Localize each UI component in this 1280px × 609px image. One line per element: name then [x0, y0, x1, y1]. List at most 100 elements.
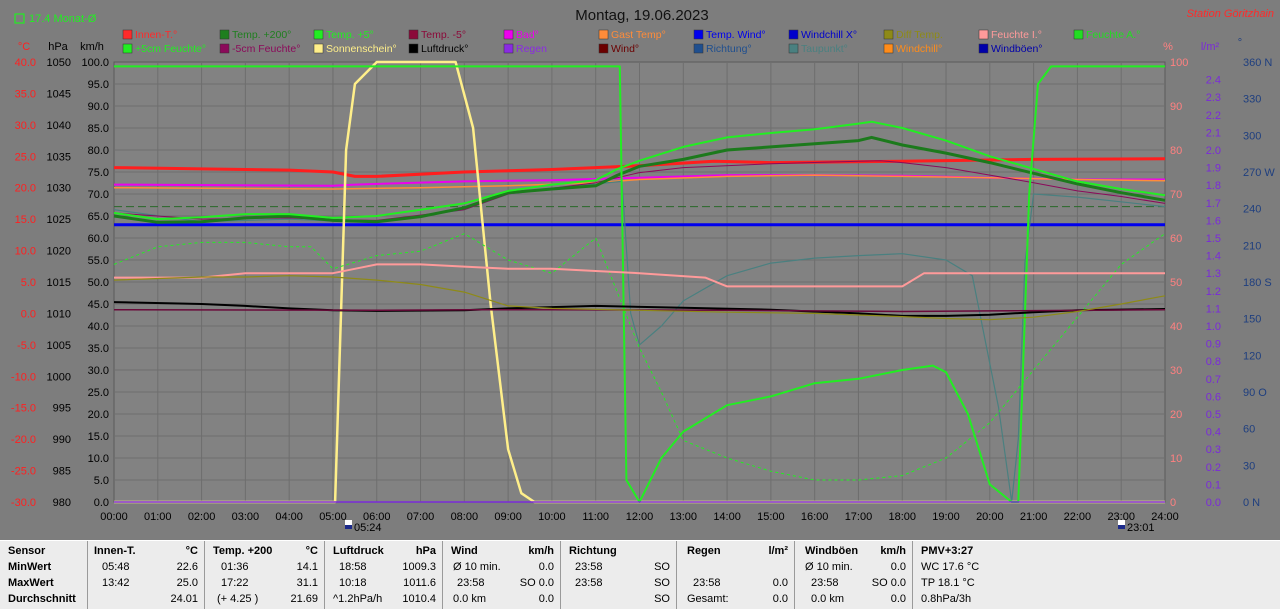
radiation-axis-tick: 0.1 [1206, 479, 1221, 491]
temp-axis-tick: -15.0 [11, 403, 36, 415]
radiation-axis-tick: 1.7 [1206, 198, 1221, 210]
wind-axis-tick: 45.0 [88, 299, 109, 311]
stats-boeen-column: Windböen km/h Ø 10 min. 0.0 23:58 SO 0.0 0.… [795, 541, 913, 609]
radiation-axis-tick: 2.3 [1206, 92, 1221, 104]
stats-temp-time: 01:36 [221, 561, 249, 573]
temp-axis-tick: 20.0 [15, 183, 36, 195]
direction-axis-tick: 360 N [1243, 57, 1272, 69]
radiation-axis-label: l/m² [1201, 41, 1220, 53]
legend-swatch [408, 29, 419, 40]
stats-wind-header: Wind [451, 545, 478, 557]
x-axis-tick: 10:00 [538, 511, 566, 523]
x-axis-tick: 01:00 [144, 511, 172, 523]
legend-entry: Innen-T.° [135, 29, 177, 41]
x-axis-tick: 11:00 [582, 511, 609, 523]
stats-luftdruck-time: ^1.2hPa/h [333, 593, 383, 605]
wind-axis-tick: 5.0 [94, 475, 109, 487]
stats-innen-time: 13:42 [102, 577, 130, 589]
stats-temp-time: (+ 4.25 ) [217, 593, 259, 605]
radiation-axis-tick: 2.1 [1206, 127, 1221, 139]
stats-boeen-value: SO 0.0 [871, 577, 906, 589]
x-axis-tick: 12:00 [626, 511, 654, 523]
radiation-axis-tick: 1.3 [1206, 268, 1221, 280]
legend-entry: Sonnenschein° [326, 43, 397, 55]
legend-swatch [219, 43, 230, 54]
stats-wind-time: Ø 10 min. [453, 561, 501, 573]
temp-axis-tick: 40.0 [15, 57, 36, 69]
stats-row-label: MaxWert [8, 577, 54, 589]
stats-wind-time: 23:58 [457, 577, 485, 589]
temp-axis-tick: 30.0 [15, 120, 36, 132]
pressure-axis-tick: 1015 [47, 277, 71, 289]
stats-boeen-header: Windböen [805, 545, 859, 557]
humidity-axis-tick: 50 [1170, 277, 1182, 289]
legend-swatch [503, 43, 514, 54]
station-name: Station Göritzhain [1187, 8, 1274, 20]
sunrise-time: 05:24 [354, 522, 382, 534]
temp-axis-tick: -25.0 [11, 466, 36, 478]
stats-innen-unit: °C [185, 545, 198, 557]
x-axis-tick: 05:00 [319, 511, 347, 523]
radiation-axis-tick: 0.8 [1206, 356, 1221, 368]
humidity-axis-label: % [1163, 41, 1173, 53]
pressure-axis-tick: 1025 [47, 214, 71, 226]
humidity-axis-tick: 70 [1170, 189, 1182, 201]
stats-luftdruck-header: Luftdruck [333, 545, 384, 557]
x-axis-tick: 08:00 [451, 511, 479, 523]
stats-regen-value: 0.0 [772, 593, 788, 605]
x-axis-tick: 03:00 [232, 511, 260, 523]
temp-axis-tick: 15.0 [15, 214, 36, 226]
sunset-marker: 23:01 [1118, 520, 1155, 534]
pressure-axis-tick: 1005 [47, 340, 71, 352]
legend-entry: Taupunkt° [801, 43, 848, 55]
temp-axis-tick: -20.0 [11, 434, 36, 446]
stats-temp-header: Temp. +200 [213, 545, 273, 557]
stats-luftdruck-value: 1009.3 [402, 561, 436, 573]
legend-entry: Regen [516, 43, 547, 55]
direction-axis-tick: 90 O [1243, 387, 1267, 399]
x-axis-tick: 07:00 [407, 511, 435, 523]
stats-wind-column: Wind km/h Ø 10 min. 0.0 23:58 SO 0.0 0.0 km… [443, 541, 561, 609]
radiation-axis-tick: 0.5 [1206, 409, 1221, 421]
humidity-axis-tick: 60 [1170, 233, 1182, 245]
pressure-axis-tick: 1000 [47, 371, 71, 383]
pressure-axis-tick: 1010 [47, 308, 71, 320]
legend-swatch [883, 43, 894, 54]
series-line [113, 233, 1166, 481]
legend-swatch [219, 29, 230, 40]
wind-axis-tick: 30.0 [88, 365, 109, 377]
stats-boeen-time: 0.0 km [811, 593, 845, 605]
stats-temp-column: Temp. +200 °C 01:36 14.1 17:22 31.1 (+ 4.25… [205, 541, 325, 609]
x-axis-tick: 02:00 [188, 511, 216, 523]
x-axis-tick: 20:00 [976, 511, 1004, 523]
pressure-axis-label: hPa [48, 41, 68, 53]
humidity-axis-tick: 40 [1170, 321, 1182, 333]
radiation-axis-tick: 1.4 [1206, 251, 1221, 263]
legend-swatch [598, 43, 609, 54]
wind-axis-tick: 50.0 [88, 277, 109, 289]
x-axis-tick: 06:00 [363, 511, 391, 523]
stats-richtung-time: 23:58 [575, 561, 603, 573]
stats-temp-value: 31.1 [296, 577, 318, 589]
stats-temp-value: 21.69 [290, 593, 318, 605]
temp-axis-tick: -10.0 [11, 371, 36, 383]
radiation-axis-tick: 0.2 [1206, 462, 1221, 474]
sunrise-marker: 05:24 [345, 520, 382, 534]
radiation-axis-tick: 2.2 [1206, 110, 1221, 122]
stats-wind-value: 0.0 [538, 561, 554, 573]
legend-entry: Temp. +200° [232, 29, 291, 41]
pressure-axis-tick: 1040 [47, 120, 71, 132]
sunset-icon [1118, 520, 1125, 529]
pressure-axis-tick: 1045 [47, 88, 71, 100]
legend-swatch [313, 43, 324, 54]
x-axis-tick: 13:00 [670, 511, 698, 523]
series-line [114, 65, 1165, 503]
x-axis-tick: 15:00 [757, 511, 785, 523]
stats-luftdruck-time: 18:58 [339, 561, 367, 573]
direction-axis-tick: 150 [1243, 314, 1261, 326]
radiation-axis-tick: 1.2 [1206, 286, 1221, 298]
stats-richtung-value: SO [654, 577, 670, 589]
direction-axis-tick: 300 [1243, 130, 1261, 142]
axes-layer: 40.0 35.0 30.0 25.0 20.0 15.0 10.0 5.0 0.0 -5.0 -1… [11, 37, 1275, 523]
stats-pmv-value: WC 17.6 °C [921, 561, 980, 573]
